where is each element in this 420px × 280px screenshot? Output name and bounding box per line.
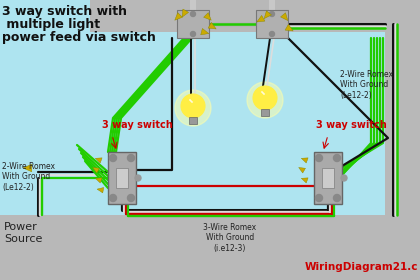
Polygon shape bbox=[281, 13, 288, 21]
Polygon shape bbox=[299, 167, 305, 173]
Bar bbox=[177, 10, 209, 38]
Circle shape bbox=[128, 155, 134, 162]
Circle shape bbox=[191, 11, 195, 17]
Bar bbox=[322, 168, 334, 188]
Polygon shape bbox=[95, 158, 102, 163]
Circle shape bbox=[175, 90, 211, 126]
Polygon shape bbox=[208, 22, 216, 29]
Bar bbox=[269, 0, 275, 32]
Text: 3-Wire Romex
With Ground
(i.e12-3): 3-Wire Romex With Ground (i.e12-3) bbox=[203, 223, 257, 253]
Circle shape bbox=[191, 32, 195, 36]
Circle shape bbox=[333, 195, 341, 202]
Circle shape bbox=[315, 155, 323, 162]
Bar bbox=[90, 0, 400, 32]
Polygon shape bbox=[97, 188, 104, 193]
Text: multiple light: multiple light bbox=[2, 18, 100, 31]
Polygon shape bbox=[264, 11, 271, 18]
Bar bbox=[256, 10, 288, 38]
Text: 3 way switch: 3 way switch bbox=[316, 120, 387, 130]
Bar bbox=[261, 109, 269, 116]
Polygon shape bbox=[204, 13, 211, 20]
Bar bbox=[0, 215, 420, 280]
Text: 3 way switch with: 3 way switch with bbox=[2, 5, 127, 18]
Circle shape bbox=[110, 195, 116, 202]
Polygon shape bbox=[95, 178, 102, 183]
Polygon shape bbox=[175, 13, 182, 20]
Bar bbox=[189, 117, 197, 124]
Bar bbox=[0, 215, 75, 280]
Polygon shape bbox=[93, 167, 100, 173]
Circle shape bbox=[270, 11, 275, 17]
Bar bbox=[116, 168, 128, 188]
Circle shape bbox=[181, 94, 205, 118]
Polygon shape bbox=[301, 178, 308, 183]
Circle shape bbox=[270, 32, 275, 36]
Circle shape bbox=[315, 195, 323, 202]
Circle shape bbox=[253, 86, 277, 110]
Polygon shape bbox=[201, 29, 209, 35]
Circle shape bbox=[135, 175, 141, 181]
Bar bbox=[385, 0, 420, 220]
Polygon shape bbox=[301, 158, 308, 163]
Circle shape bbox=[247, 82, 283, 118]
Text: 2-Wire Romex
With Ground
(Le12-2): 2-Wire Romex With Ground (Le12-2) bbox=[2, 162, 55, 192]
Bar bbox=[314, 152, 342, 204]
Text: power feed via switch: power feed via switch bbox=[2, 31, 156, 44]
Circle shape bbox=[341, 175, 347, 181]
Text: 3 way switch: 3 way switch bbox=[102, 120, 173, 130]
Text: WiringDiagram21.c: WiringDiagram21.c bbox=[304, 262, 418, 272]
Polygon shape bbox=[23, 164, 32, 172]
Circle shape bbox=[110, 155, 116, 162]
Circle shape bbox=[128, 195, 134, 202]
Polygon shape bbox=[182, 9, 189, 17]
Polygon shape bbox=[257, 15, 265, 22]
Text: Power
Source: Power Source bbox=[4, 222, 42, 244]
Bar bbox=[190, 0, 196, 32]
Circle shape bbox=[333, 155, 341, 162]
Bar bbox=[108, 152, 136, 204]
Polygon shape bbox=[285, 24, 293, 31]
Text: 2-Wire Romex
With Ground
(Le12-2): 2-Wire Romex With Ground (Le12-2) bbox=[340, 70, 393, 100]
